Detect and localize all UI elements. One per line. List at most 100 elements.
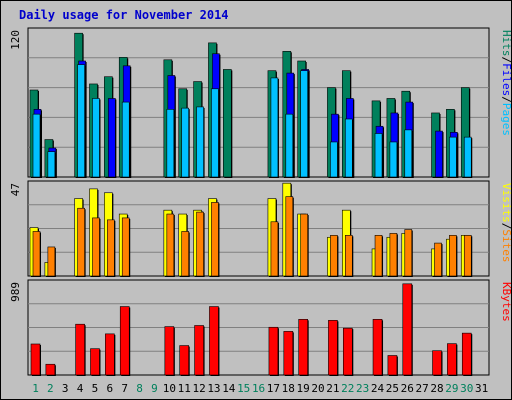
x-tick-label-day-14: 14 (222, 382, 236, 395)
bar-kbytes-day-10 (164, 326, 175, 376)
y-axis-max-label: 120 (9, 30, 22, 50)
bar-kbytes-day-2 (45, 363, 56, 376)
bar-pages-day-10 (166, 109, 175, 178)
bar-pages-day-11 (181, 107, 190, 178)
x-tick-label-day-26: 26 (401, 382, 414, 395)
bar-sites-day-7 (121, 217, 130, 277)
bar-sites-day-11 (181, 231, 190, 277)
legend-entry: Visits (500, 183, 512, 223)
bar-sites-day-5 (92, 217, 100, 277)
x-tick-label-day-21: 21 (326, 382, 339, 395)
x-tick-label-day-5: 5 (92, 382, 99, 395)
x-tick-label-day-27: 27 (416, 382, 429, 395)
legend-panel-1: Hits/Files/Pages (500, 30, 512, 136)
bar-pages-day-21 (330, 141, 338, 178)
x-tick-label-day-25: 25 (386, 382, 399, 395)
x-tick-label-day-22: 22 (341, 382, 354, 395)
chart-title: Daily usage for November 2014 (19, 8, 229, 22)
x-tick-label-day-13: 13 (207, 382, 220, 395)
bar-sites-day-25 (389, 233, 398, 277)
bar-kbytes-day-7 (119, 306, 130, 376)
bar-sites-day-12 (196, 211, 204, 277)
x-tick-label-day-8: 8 (136, 382, 143, 395)
legend-entry: Sites (500, 229, 512, 262)
x-tick-label-day-24: 24 (371, 382, 385, 395)
x-tick-label-day-9: 9 (151, 382, 158, 395)
bar-kbytes-day-24 (372, 319, 383, 376)
x-tick-label-day-16: 16 (252, 382, 265, 395)
bar-pages-day-22 (344, 118, 353, 178)
bar-files-day-6 (108, 98, 116, 178)
x-tick-label-day-17: 17 (267, 382, 280, 395)
bar-kbytes-day-5 (90, 348, 100, 376)
legend-entry: / (500, 223, 512, 230)
bar-sites-day-10 (166, 213, 175, 277)
bar-pages-day-17 (270, 77, 279, 178)
bar-sites-day-2 (47, 246, 56, 277)
bar-kbytes-day-28 (432, 350, 442, 376)
legend-entry: Files (500, 63, 512, 96)
bar-kbytes-day-19 (298, 319, 308, 376)
legend-entry: / (500, 57, 512, 64)
bar-pages-day-1 (32, 113, 41, 178)
bar-kbytes-day-18 (283, 331, 294, 376)
bar-pages-day-5 (92, 98, 100, 178)
bar-pages-day-4 (77, 64, 85, 178)
bar-pages-day-12 (196, 106, 204, 178)
bar-kbytes-day-21 (328, 320, 338, 376)
bar-pages-day-29 (449, 136, 457, 178)
bar-sites-day-29 (449, 235, 457, 277)
legend-panel-3: KBytes (500, 282, 512, 322)
x-tick-label-day-12: 12 (192, 382, 205, 395)
bar-sites-day-18 (285, 196, 294, 277)
bar-kbytes-day-11 (179, 345, 190, 376)
bar-kbytes-day-4 (75, 323, 85, 376)
bar-pages-day-2 (47, 151, 56, 178)
bar-sites-day-22 (344, 235, 353, 277)
x-tick-label-day-3: 3 (62, 382, 69, 395)
x-tick-label-day-11: 11 (178, 382, 191, 395)
bar-sites-day-6 (107, 219, 115, 277)
x-tick-label-day-31: 31 (475, 382, 488, 395)
bar-kbytes-day-30 (461, 332, 472, 376)
x-tick-label-day-6: 6 (107, 382, 114, 395)
bar-files-day-28 (435, 130, 443, 178)
bar-kbytes-day-6 (105, 333, 115, 376)
legend-entry: / (500, 96, 512, 103)
y-axis-max-label: 989 (9, 282, 22, 302)
x-tick-label-day-1: 1 (32, 382, 39, 395)
bar-sites-day-17 (270, 221, 279, 277)
bar-hits-day-14 (223, 69, 232, 178)
x-tick-label-day-10: 10 (163, 382, 176, 395)
x-tick-label-day-4: 4 (77, 382, 84, 395)
legend-entry: KBytes (500, 282, 512, 322)
bar-kbytes-day-1 (30, 343, 41, 376)
x-tick-label-day-19: 19 (297, 382, 310, 395)
legend-panel-2: Visits/Sites (500, 183, 512, 263)
bar-sites-day-4 (77, 207, 85, 277)
bar-pages-day-26 (404, 129, 413, 178)
bar-sites-day-28 (434, 242, 442, 277)
x-tick-label-day-7: 7 (121, 382, 128, 395)
bar-sites-day-19 (300, 213, 308, 277)
bar-kbytes-day-26 (402, 283, 413, 376)
bar-kbytes-day-25 (387, 355, 398, 376)
bar-pages-day-7 (121, 101, 130, 178)
bar-sites-day-26 (404, 229, 413, 277)
bar-pages-day-13 (211, 88, 219, 178)
bar-sites-day-21 (330, 235, 338, 277)
bar-kbytes-day-22 (342, 327, 353, 376)
bar-pages-day-30 (463, 136, 472, 178)
bar-pages-day-18 (285, 113, 294, 178)
bar-pages-day-25 (389, 141, 398, 178)
bar-kbytes-day-17 (268, 326, 279, 376)
bar-pages-day-24 (374, 133, 383, 178)
x-tick-label-day-20: 20 (311, 382, 324, 395)
bar-kbytes-day-29 (447, 343, 457, 376)
x-tick-label-day-29: 29 (445, 382, 458, 395)
bar-kbytes-day-12 (194, 325, 204, 376)
x-tick-label-day-30: 30 (460, 382, 473, 395)
x-tick-label-day-2: 2 (47, 382, 54, 395)
legend-entry: Pages (500, 103, 512, 136)
